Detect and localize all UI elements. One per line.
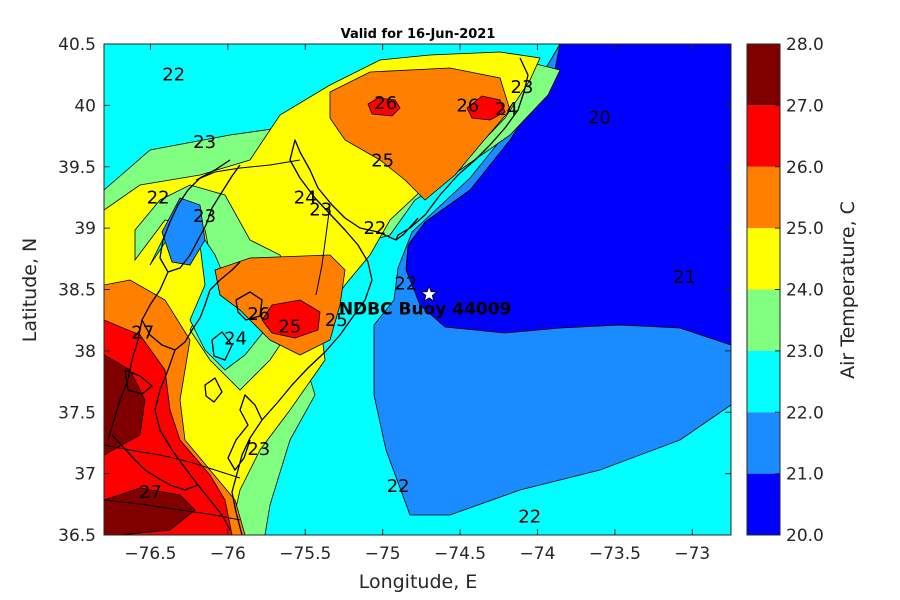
contour-label: 27 — [139, 482, 162, 503]
contour-label: 22 — [394, 273, 417, 294]
state-borders — [104, 159, 331, 521]
y-axis-title: Latitude, N — [19, 238, 41, 343]
y-tick-label: 36.5 — [58, 526, 96, 546]
contour-label: 26 — [374, 93, 397, 114]
colorbar-swatch — [747, 44, 780, 106]
colorbar: 20.0 21.0 22.0 23.0 24.0 25.0 26.0 27.0 28.0 — [746, 35, 824, 546]
colorbar-tick-label: 25.0 — [786, 219, 824, 239]
colorbar-tick-label: 26.0 — [786, 158, 824, 178]
plot-title: Valid for 16-Jun-2021 — [341, 27, 496, 42]
buoy-star-marker — [420, 285, 438, 302]
colorbar-swatch — [747, 350, 780, 413]
contour-label: 22 — [387, 476, 410, 497]
x-axis-title: Longitude, E — [359, 571, 478, 593]
x-tick-label: −75 — [365, 544, 401, 564]
y-tick-label: 39 — [74, 219, 96, 239]
colorbar-tick-label: 28.0 — [786, 35, 824, 55]
colorbar-swatch — [747, 228, 780, 290]
contour-label: 20 — [588, 108, 611, 129]
colorbar-tick-label: 24.0 — [786, 281, 824, 301]
contour-label: 26 — [247, 304, 270, 325]
colorbar-swatch — [747, 412, 780, 474]
contour-label: 23 — [511, 77, 534, 98]
x-tick-label: −75.5 — [279, 544, 331, 564]
field-26-27-north-a — [367, 97, 401, 117]
field-27-28-south — [104, 354, 146, 456]
colorbar-tick-label: 22.0 — [786, 403, 824, 423]
y-tick-label: 37.5 — [58, 403, 96, 423]
contour-label: 25 — [278, 316, 301, 337]
contour-label: 27 — [131, 322, 154, 343]
colorbar-tick-label: 23.0 — [786, 342, 824, 362]
contour-label: 25 — [325, 310, 348, 331]
y-tick-label: 38 — [74, 342, 96, 362]
colorbar-tick-label: 27.0 — [786, 96, 824, 116]
colorbar-tick-label: 21.0 — [786, 465, 824, 485]
x-tick-label: −76.5 — [124, 544, 176, 564]
x-tick-label: −73 — [674, 544, 710, 564]
contour-label: 24 — [224, 329, 247, 350]
x-tick-label: −76 — [210, 544, 246, 564]
coastline — [107, 57, 529, 535]
buoy-label: NDBC Buoy 44009 — [339, 299, 512, 319]
colorbar-swatch — [747, 166, 780, 229]
colorbar-swatch — [747, 289, 780, 351]
contour-label: 23 — [247, 439, 270, 460]
x-tick-label: −74 — [520, 544, 556, 564]
x-tick-label: −73.5 — [589, 544, 641, 564]
contour-label: 24 — [495, 99, 518, 120]
contour-label: 23 — [193, 206, 216, 227]
contour-label: 23 — [309, 200, 332, 221]
colorbar-title: Air Temperature, C — [837, 201, 859, 379]
field-21-22-region — [373, 44, 731, 516]
y-tick-label: 40.5 — [58, 35, 96, 55]
x-axis: −76.5 −76 −75.5 −75 −74.5 −74 −73.5 −73 — [124, 44, 710, 564]
contour-label: 24 — [294, 187, 317, 208]
y-tick-label: 40 — [74, 96, 96, 116]
contour-label: 23 — [193, 132, 216, 153]
field-26-27-central — [261, 299, 321, 339]
contour-label: 22 — [162, 65, 185, 86]
colorbar-swatch — [747, 105, 780, 167]
colorbar-tick-label: 20.0 — [786, 526, 824, 546]
y-tick-label: 37 — [74, 465, 96, 485]
annotations: NDBC Buoy 44009 — [339, 285, 512, 319]
contour-label: 26 — [456, 95, 479, 116]
contour-label: 22 — [147, 187, 170, 208]
contour-label: 22 — [518, 507, 541, 528]
contour-label: 21 — [673, 267, 696, 288]
y-tick-label: 38.5 — [58, 281, 96, 301]
colorbar-swatch — [747, 473, 780, 535]
field-27-28-south-b — [104, 487, 196, 535]
y-tick-label: 39.5 — [58, 158, 96, 178]
contour-label: 22 — [363, 218, 386, 239]
contour-label: 25 — [371, 151, 394, 172]
x-tick-label: −74.5 — [434, 544, 486, 564]
field-26-27-north-b — [466, 95, 506, 121]
y-axis: 36.5 37 37.5 38 38.5 39 39.5 40 40.5 — [58, 35, 731, 546]
